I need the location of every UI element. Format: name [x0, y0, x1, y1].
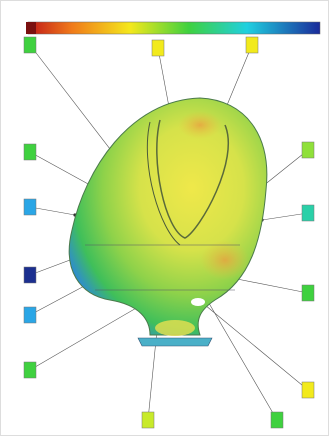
- callout-box: [23, 143, 37, 161]
- leader-line: [29, 151, 91, 186]
- leader-line: [261, 212, 309, 221]
- leader-line: [29, 206, 76, 216]
- color-scale-end: [26, 22, 36, 34]
- callout-box: [23, 306, 37, 324]
- callout-box: [151, 39, 165, 57]
- callout-box: [301, 141, 315, 159]
- callout-box: [23, 198, 37, 216]
- hot-zone: [200, 240, 250, 280]
- leader-line: [224, 44, 253, 111]
- callout-box: [141, 411, 155, 429]
- flange: [137, 337, 213, 347]
- flange-top: [155, 320, 195, 336]
- leader-line: [231, 277, 309, 294]
- callout-box: [23, 36, 37, 54]
- callout-box: [23, 266, 37, 284]
- callout-box: [301, 204, 315, 222]
- callout-box: [245, 36, 259, 54]
- callout-box: [301, 381, 315, 399]
- ridge-line: [156, 119, 230, 239]
- leader-line: [204, 304, 309, 391]
- leader-line: [147, 319, 159, 421]
- leader-line: [29, 299, 151, 371]
- callout-box: [301, 284, 315, 302]
- callout-box: [23, 361, 37, 379]
- hole: [191, 298, 205, 306]
- callout-box: [270, 411, 284, 429]
- ridge-line: [146, 121, 181, 246]
- callouts: [23, 36, 315, 429]
- color-scale: [27, 21, 321, 35]
- hot-zone: [178, 111, 222, 139]
